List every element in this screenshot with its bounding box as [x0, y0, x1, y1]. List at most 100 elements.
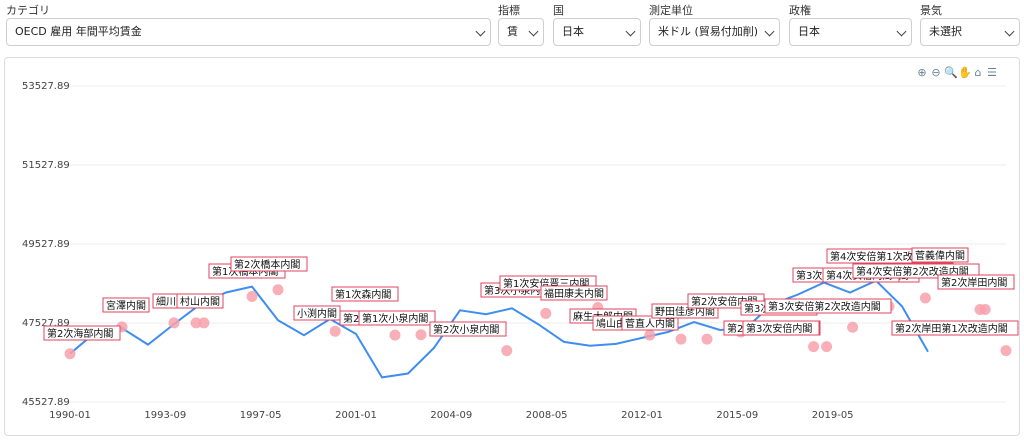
annotation-box — [176, 293, 224, 309]
data-point[interactable] — [190, 317, 202, 329]
data-point[interactable] — [675, 333, 687, 345]
economy-select[interactable]: 未選択 — [920, 18, 1020, 46]
menu-icon[interactable]: ☰ — [987, 66, 997, 79]
annotation-text: 第1次森内閣 — [335, 288, 391, 301]
annotation-text: 村山内閣 — [180, 295, 220, 308]
annotation-box — [891, 320, 1019, 336]
x-tick-label: 2008-05 — [526, 410, 568, 421]
data-point[interactable] — [821, 341, 833, 353]
annotation-text: 第2次小泉内閣 — [433, 323, 499, 336]
annotation-box — [621, 315, 679, 331]
category-select[interactable]: OECD 雇用 年間平均賃金 — [6, 18, 491, 46]
category-value: OECD 雇用 年間平均賃金 — [15, 25, 142, 38]
annotation-text: 第2次橋本内閣 — [234, 258, 300, 271]
data-point[interactable] — [501, 345, 513, 357]
annotation-label: 第3次安倍第2次改造内閣 — [764, 298, 892, 314]
data-point[interactable] — [272, 284, 284, 296]
data-point[interactable] — [1000, 345, 1012, 357]
filter-bar: カテゴリ OECD 雇用 年間平均賃金 指標 賃 国 日本 測定単位 米ドル (… — [0, 0, 1024, 52]
data-point[interactable] — [979, 303, 991, 315]
annotation-box — [911, 247, 969, 263]
annotation-label: 福田康夫内閣 — [540, 285, 608, 301]
annotation-label: 第3次安倍内閣 — [742, 320, 820, 336]
category-label: カテゴリ — [6, 4, 50, 17]
country-value: 日本 — [562, 25, 584, 38]
annotation-text: 第3次安倍第2次改造内閣 — [768, 300, 881, 313]
chart-panel — [4, 57, 1020, 436]
annotation-text: 第2次岸田内閣 — [941, 276, 1007, 289]
annotation-label: 第2次岸田第1次改造内閣 — [891, 320, 1019, 336]
annotation-box — [43, 325, 121, 341]
data-point[interactable] — [329, 325, 341, 337]
annotation-label: 小渕内閣 — [293, 305, 341, 321]
data-point[interactable] — [64, 348, 76, 360]
annotation-box — [764, 298, 892, 314]
government-value: 日本 — [798, 25, 820, 38]
annotation-text: 宮澤内閣 — [106, 299, 146, 312]
pan-hand-icon[interactable]: ✋ — [958, 66, 972, 79]
data-point[interactable] — [389, 329, 401, 341]
annotation-label: 第1次小泉内閣 — [358, 310, 436, 326]
x-axis: 1990-01 1993-09 1997-05 2001-01 2004-09 2008-… — [49, 410, 853, 421]
annotation-label: 宮澤内閣 — [102, 297, 150, 313]
y-tick-label: 51527.89 — [22, 160, 70, 171]
annotation-box — [429, 321, 507, 337]
annotation-box — [937, 274, 1015, 290]
unit-value: 米ドル (貿易付加削) — [658, 25, 759, 38]
government-label: 政権 — [789, 4, 811, 17]
data-point[interactable] — [168, 317, 180, 329]
x-tick-label: 2012-01 — [621, 410, 663, 421]
annotation-label: 第2次小泉内閣 — [429, 321, 507, 337]
indicator-select[interactable]: 賃 — [498, 18, 544, 46]
government-select[interactable]: 日本 — [789, 18, 912, 46]
data-point[interactable] — [540, 307, 552, 319]
data-point[interactable] — [415, 329, 427, 341]
grid-layer — [60, 85, 1006, 403]
y-axis: 53527.89 51527.89 49527.89 47527.89 45527.89 — [22, 81, 70, 408]
annotation-label: 第1次森内閣 — [331, 286, 399, 302]
annotation-label: 第1次安倍晋三内閣 — [499, 275, 597, 291]
economy-value: 未選択 — [929, 25, 962, 38]
x-tick-label: 2015-09 — [716, 410, 758, 421]
annotation-label: 村山内閣 — [176, 293, 224, 309]
chart-toolbar: ⊕ ⊖ 🔍 ✋ ⌂ ☰ — [916, 67, 998, 81]
x-tick-label: 1997-05 — [240, 410, 282, 421]
unit-label: 測定単位 — [649, 4, 693, 17]
zoom-out-icon[interactable]: ⊖ — [931, 66, 941, 79]
unit-select[interactable]: 米ドル (貿易付加削) — [649, 18, 780, 46]
annotation-text: 第2次海部内閣 — [47, 327, 113, 340]
data-point[interactable] — [644, 329, 656, 341]
annotation-box — [742, 320, 820, 336]
y-tick-label: 45527.89 — [22, 397, 70, 408]
x-tick-label: 1990-01 — [49, 410, 91, 421]
annotation-text: 小渕内閣 — [297, 307, 337, 320]
annotation-label: 第2次海部内閣 — [43, 325, 121, 341]
zoom-in-icon[interactable]: ⊕ — [917, 66, 927, 79]
data-point[interactable] — [808, 341, 820, 353]
annotation-box — [540, 285, 608, 301]
data-point[interactable] — [246, 290, 258, 302]
annotation-box — [358, 310, 436, 326]
annotation-box — [230, 256, 308, 272]
data-point[interactable] — [919, 292, 931, 304]
x-tick-label: 1993-09 — [144, 410, 186, 421]
y-tick-label: 53527.89 — [22, 81, 70, 92]
home-icon[interactable]: ⌂ — [974, 66, 982, 79]
indicator-label: 指標 — [498, 4, 520, 17]
annotation-text: 第1次小泉内閣 — [362, 312, 428, 325]
annotation-label: 菅直人内閣 — [621, 315, 679, 331]
annotation-text: 菅直人内閣 — [625, 317, 675, 330]
annotation-label: 菅義偉内閣 — [911, 247, 969, 263]
annotation-label: 第2次岸田内閣 — [937, 274, 1015, 290]
magnify-icon[interactable]: 🔍 — [944, 66, 958, 79]
country-label: 国 — [553, 4, 564, 17]
country-select[interactable]: 日本 — [553, 18, 641, 46]
data-point[interactable] — [701, 333, 713, 345]
data-point[interactable] — [198, 317, 210, 329]
annotation-text: 第3次安倍内閣 — [746, 322, 812, 335]
annotation-box — [102, 297, 150, 313]
x-tick-label: 2001-01 — [335, 410, 377, 421]
data-point[interactable] — [847, 321, 859, 333]
